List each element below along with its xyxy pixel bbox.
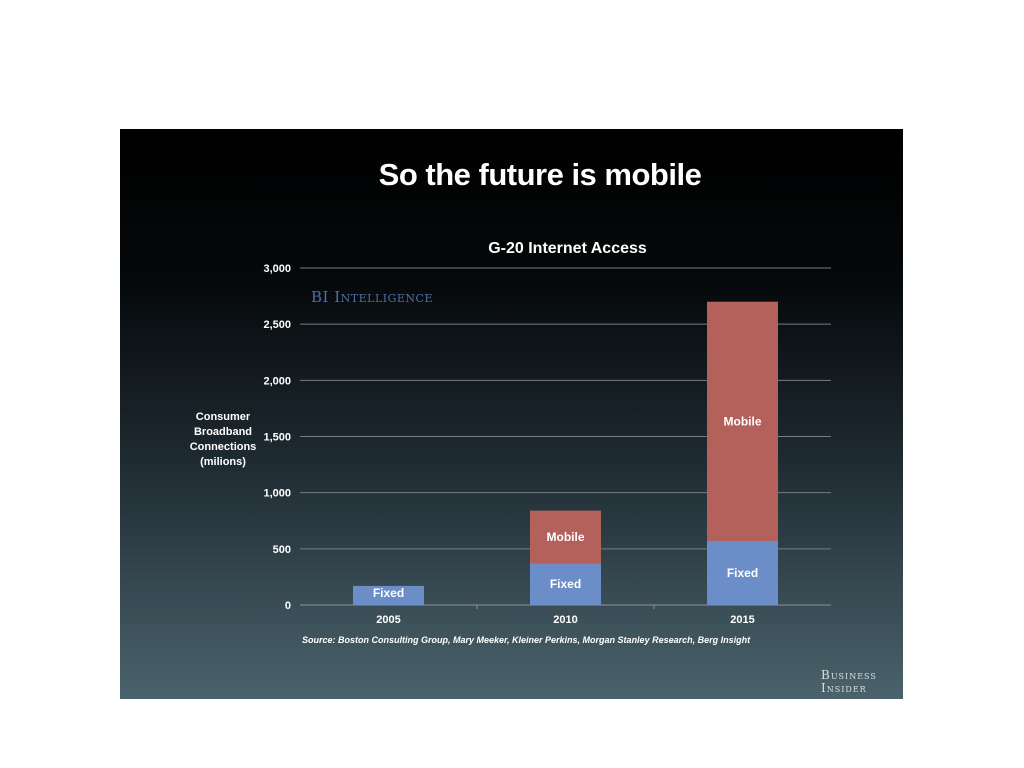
- y-tick-label: 1,500: [263, 432, 291, 444]
- chart: G-20 Internet Access BI Intelligence 0 500 1…: [190, 240, 831, 626]
- data-label: Mobile: [724, 414, 762, 428]
- x-tick-label: 2015: [730, 614, 754, 626]
- y-axis-label: Connections: [190, 441, 257, 453]
- data-label: Fixed: [727, 566, 758, 580]
- bar-fixed: [530, 563, 601, 605]
- y-axis-label: Consumer: [196, 411, 251, 423]
- y-tick-label: 500: [273, 544, 291, 556]
- bi-intelligence-watermark: BI Intelligence: [311, 288, 433, 306]
- logo-line-1: Business: [821, 668, 877, 682]
- bar-mobile: [707, 301, 778, 541]
- x-tick-label: 2010: [553, 614, 577, 626]
- data-label: Mobile: [547, 530, 585, 544]
- business-insider-logo: Business Insider: [821, 669, 877, 695]
- y-tick-label: 3,000: [263, 263, 291, 275]
- slide-title: So the future is mobile: [378, 157, 702, 192]
- y-tick-label: 2,500: [263, 319, 291, 331]
- logo-line-2: Insider: [821, 681, 867, 695]
- bar-mobile: [530, 510, 601, 564]
- y-tick-label: 1,000: [263, 488, 291, 500]
- bar-fixed: [707, 540, 778, 605]
- y-tick-label: 0: [285, 600, 291, 612]
- data-label: Fixed: [373, 586, 404, 600]
- source-note: Source: Boston Consulting Group, Mary Me…: [302, 635, 751, 645]
- data-label: Fixed: [550, 577, 581, 591]
- chart-title: G-20 Internet Access: [488, 240, 647, 257]
- x-tick-label: 2005: [376, 614, 400, 626]
- y-tick-label: 2,000: [263, 375, 291, 387]
- bar-fixed: [353, 585, 424, 605]
- y-axis-label: Broadband: [194, 426, 252, 438]
- y-axis-label: (milions): [200, 456, 246, 468]
- slide: So the future is mobile G-20 Internet Ac…: [120, 129, 903, 699]
